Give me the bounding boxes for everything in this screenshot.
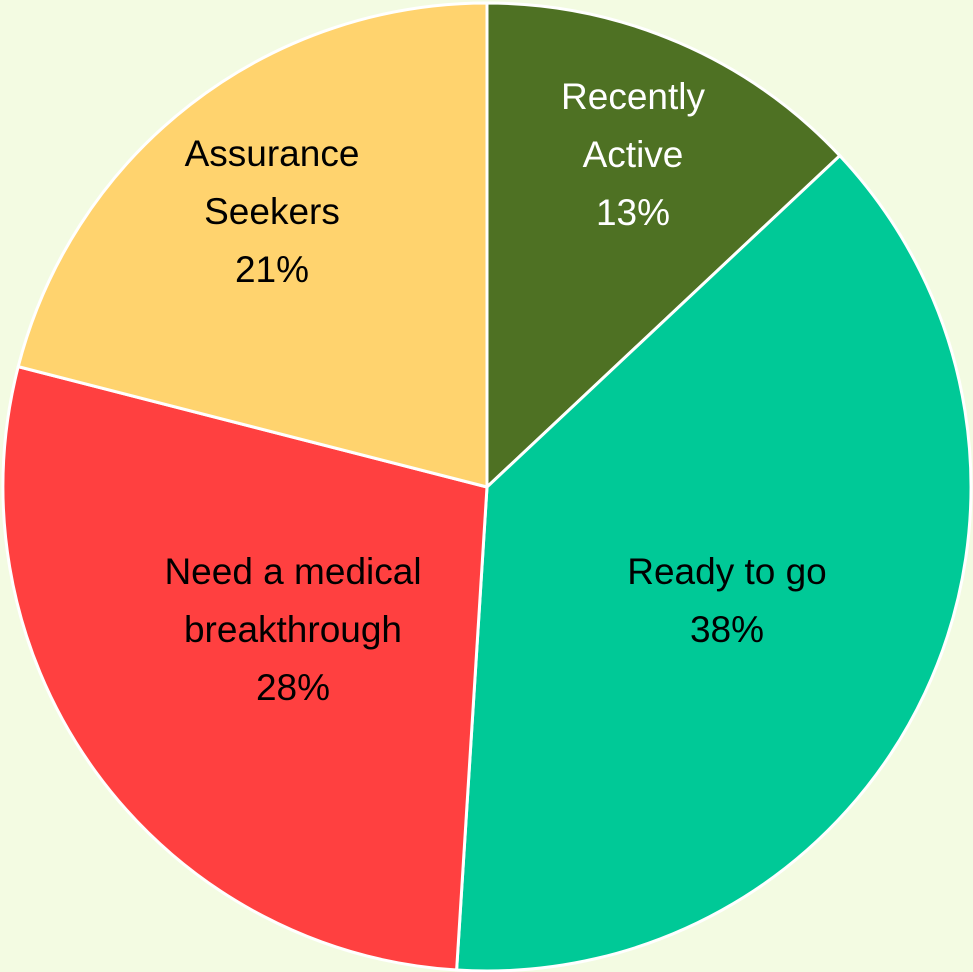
- slice-label: Ready to go 38%: [567, 543, 887, 659]
- pie-slice: [1, 364, 489, 972]
- category-label: Assurance Seekers: [184, 133, 360, 232]
- value-label: 13%: [595, 192, 671, 233]
- category-label: Ready to go: [627, 551, 827, 592]
- value-label: 38%: [689, 609, 765, 650]
- pie-slice: [485, 1, 842, 491]
- pie-slice: [455, 153, 973, 972]
- slice-label: Assurance Seekers 21%: [157, 125, 387, 299]
- pie-slice: [16, 1, 489, 489]
- slice-label: Recently Active 13%: [533, 68, 733, 242]
- category-label: Need a medical breakthrough: [164, 551, 422, 650]
- category-label: Recently Active: [561, 76, 705, 175]
- value-label: 28%: [255, 667, 331, 708]
- slice-label: Need a medical breakthrough 28%: [128, 543, 458, 717]
- value-label: 21%: [234, 249, 310, 290]
